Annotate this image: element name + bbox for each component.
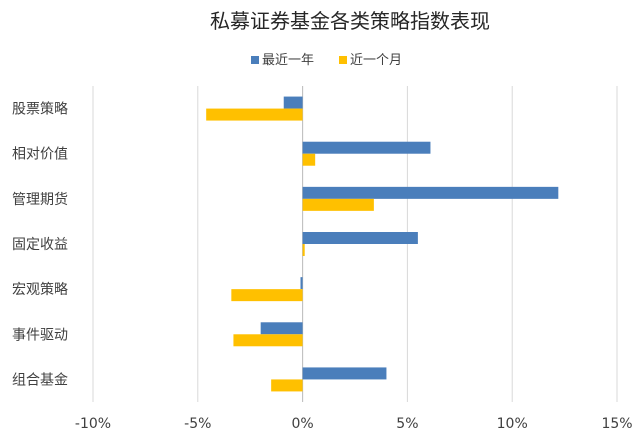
bar-series-1 xyxy=(302,232,418,244)
bar-series-1 xyxy=(300,277,303,290)
bar-series-2 xyxy=(231,289,303,302)
x-tick-label: 10% xyxy=(497,416,528,432)
x-tick-label: 15% xyxy=(601,416,632,432)
bar-series-2 xyxy=(302,198,374,211)
legend-label-series-2: 近一个月 xyxy=(350,53,402,68)
x-tick-label: 5% xyxy=(396,416,418,432)
category-label: 相对价值 xyxy=(12,147,68,163)
x-tick-label: -10% xyxy=(75,416,111,432)
category-label: 管理期货 xyxy=(12,191,68,208)
x-tick-label: 0% xyxy=(291,416,313,432)
legend-swatch-series-2 xyxy=(339,56,347,64)
bar-series-1 xyxy=(302,186,559,199)
bar-series-2 xyxy=(302,153,316,166)
category-label: 固定收益 xyxy=(12,237,68,253)
bar-series-2 xyxy=(206,108,303,121)
bar-series-1 xyxy=(283,96,303,109)
x-tick-labels: -10% -5% 0% 5% 10% 15% xyxy=(75,416,633,432)
bar-series-1 xyxy=(260,322,303,335)
category-label: 组合基金 xyxy=(12,371,68,388)
bar-series-1 xyxy=(302,141,431,154)
category-label: 股票策略 xyxy=(12,101,68,118)
bar-series-2 xyxy=(302,244,305,256)
bar-series-1 xyxy=(302,367,387,380)
x-tick-label: -5% xyxy=(184,416,211,432)
legend-label-series-1: 最近一年 xyxy=(262,53,314,68)
legend: 最近一年 近一个月 xyxy=(251,53,402,68)
category-label: 宏观策略 xyxy=(12,281,68,298)
bar-series-2 xyxy=(233,334,303,347)
bars xyxy=(206,96,559,392)
category-label: 事件驱动 xyxy=(12,327,68,343)
legend-swatch-series-1 xyxy=(251,56,259,64)
bar-series-2 xyxy=(271,379,303,392)
chart-title: 私募证券基金各类策略指数表现 xyxy=(210,9,490,33)
